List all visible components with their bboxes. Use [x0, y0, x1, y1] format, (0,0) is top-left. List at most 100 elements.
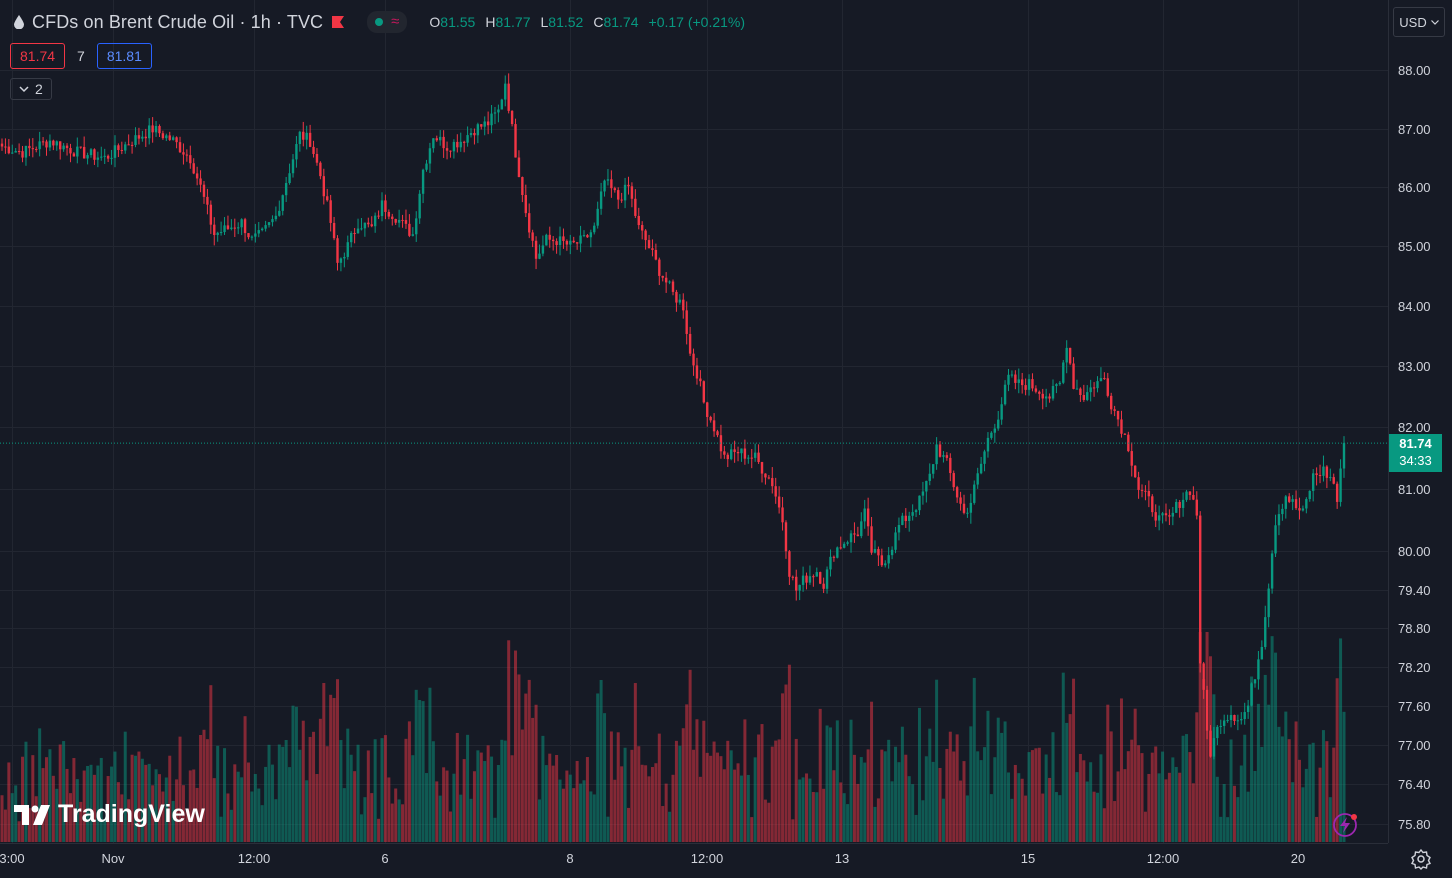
candle-body — [863, 508, 866, 522]
settings-gear-icon[interactable] — [1410, 848, 1432, 870]
volume-bar — [1232, 785, 1236, 842]
market-status[interactable]: ≈ — [367, 11, 408, 33]
volume-bar — [924, 756, 928, 842]
candle-body — [822, 583, 825, 589]
volume-bar — [811, 791, 815, 842]
volume-bar — [757, 734, 761, 842]
candle-body — [808, 576, 812, 583]
candle-body — [278, 210, 281, 216]
candle-body — [1086, 392, 1089, 400]
volume-bar — [387, 777, 391, 842]
volume-bar — [442, 767, 446, 842]
currency-selector[interactable]: USD — [1393, 7, 1445, 37]
volume-bar — [938, 767, 942, 842]
volume-bar — [681, 728, 685, 842]
volume-bar — [188, 770, 192, 842]
volume-bar — [787, 664, 791, 842]
candle-body — [168, 135, 171, 140]
candle-body — [856, 534, 860, 537]
volume-bar — [435, 781, 439, 842]
candle-body — [575, 242, 579, 244]
candle-body — [93, 149, 96, 160]
volume-bar — [452, 773, 456, 842]
buy-button[interactable]: 81.81 — [96, 43, 152, 69]
volume-bar — [644, 765, 648, 842]
volume-bar — [1287, 739, 1291, 842]
sell-button[interactable]: 81.74 — [10, 43, 66, 69]
candle-body — [473, 132, 476, 136]
volume-bar — [175, 779, 179, 842]
volume-bar — [250, 791, 254, 842]
volume-bar — [103, 819, 107, 842]
volume-bar — [1195, 712, 1199, 842]
low-value: 81.52 — [548, 14, 584, 30]
volume-bar — [558, 779, 562, 842]
candle-body — [182, 152, 185, 155]
candle-body — [925, 480, 928, 492]
volume-bar — [1185, 734, 1189, 842]
volume-bar — [695, 719, 699, 842]
candle-body — [894, 532, 897, 550]
candle-body — [1339, 468, 1342, 502]
candle-body — [1240, 719, 1243, 721]
price-axis[interactable]: 88.00 87.00 86.00 85.00 84.00 83.00 82.00 81.00… — [1398, 63, 1431, 832]
volume-bar — [267, 744, 271, 842]
candle-body — [942, 455, 945, 457]
time-axis[interactable]: 3:00 Nov 12:00 6 8 12:00 13 15 12:00 20 — [0, 851, 1305, 866]
candle-body — [288, 173, 291, 184]
flag-icon[interactable] — [331, 15, 345, 29]
spread-value: 7 — [77, 48, 85, 64]
volume-bar — [1311, 742, 1315, 842]
volume-bar — [592, 794, 596, 842]
volume-bar — [397, 799, 401, 842]
volume-bar — [1212, 694, 1216, 842]
volume-bar — [490, 756, 494, 842]
volume-bar — [596, 693, 600, 842]
candle-body — [644, 230, 647, 241]
candle-body — [1034, 388, 1038, 392]
indicators-toggle[interactable]: 2 — [10, 78, 52, 100]
chevron-down-icon — [19, 85, 29, 92]
volume-bar — [650, 767, 654, 842]
candle-body — [534, 240, 538, 259]
volume-bar — [164, 777, 168, 842]
candle-body — [1264, 617, 1267, 647]
candle-body — [709, 416, 712, 421]
volume-bar — [277, 744, 281, 842]
candle-body — [504, 83, 507, 100]
symbol-title[interactable]: CFDs on Brent Crude Oil · 1h · TVC — [32, 11, 324, 32]
candle-body — [199, 178, 202, 185]
volume-bar — [1123, 769, 1127, 842]
candle-body — [928, 473, 931, 481]
volume-bar — [305, 780, 309, 842]
volume-bar — [1017, 773, 1021, 842]
volume-bar — [623, 747, 627, 842]
candle-body — [216, 232, 219, 236]
candle-body — [305, 132, 308, 140]
candle-body — [1315, 473, 1318, 476]
candle-body — [1291, 499, 1294, 502]
candle-body — [1044, 396, 1048, 399]
volume-bar — [421, 701, 425, 842]
volume-bar — [637, 746, 641, 842]
candle-body — [260, 228, 264, 231]
tradingview-logo[interactable]: TradingView — [14, 800, 205, 829]
volume-bar — [993, 757, 997, 842]
volume-bar — [55, 788, 59, 842]
candle-body — [254, 233, 257, 237]
candle-body — [979, 463, 983, 474]
candle-body — [100, 156, 103, 158]
candle-body — [1222, 720, 1226, 726]
volume-bar — [832, 770, 836, 842]
candle-body — [319, 162, 322, 177]
candle-body — [1027, 379, 1031, 390]
candle-body — [195, 173, 199, 179]
volume-bar — [842, 793, 846, 842]
candle-body — [784, 522, 788, 552]
candle-body — [291, 159, 295, 174]
volume-bar — [825, 725, 829, 842]
volume-bar — [976, 751, 980, 842]
lightning-icon[interactable] — [1330, 810, 1360, 840]
candle-body — [226, 225, 230, 229]
